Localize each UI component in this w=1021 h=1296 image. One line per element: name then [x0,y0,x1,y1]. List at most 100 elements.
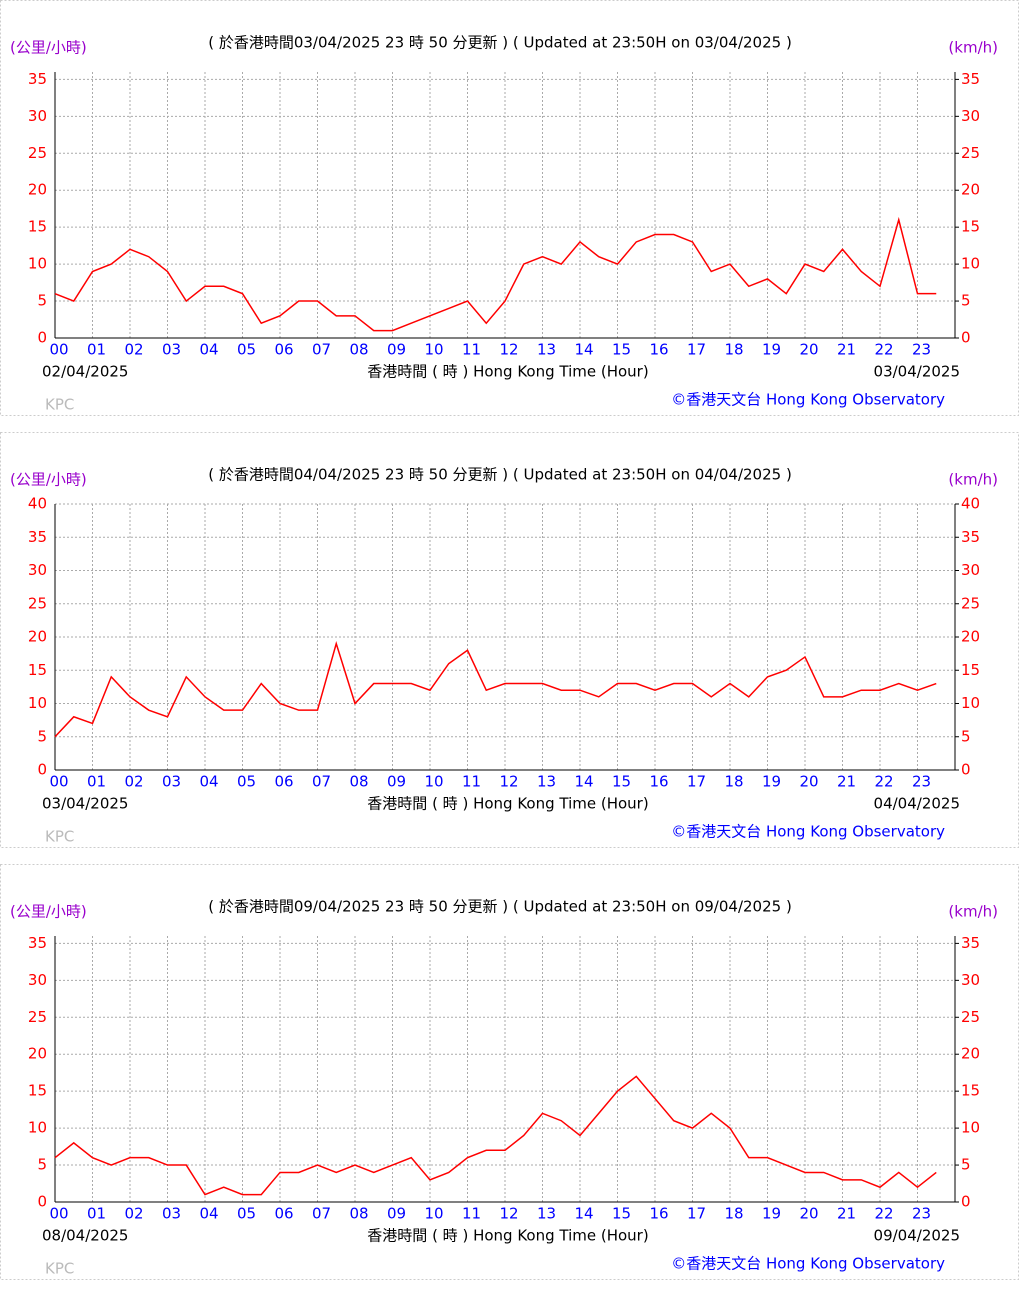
x-tick-label: 04 [199,773,218,791]
y-tick-label: 15 [28,1082,47,1100]
x-tick-label: 18 [724,1205,743,1223]
footer: KPC [45,1260,74,1278]
y-tick-label: 0 [37,329,47,347]
x-tick-label: 19 [762,773,781,791]
y2-tick-label: 35 [961,528,980,546]
y2-tick-label: 10 [961,1119,980,1137]
x-tick-label: 14 [574,341,593,359]
x-tick-label: 11 [462,773,481,791]
x-tick-label: 05 [237,341,256,359]
end-date: 03/04/2025 [874,363,960,381]
y-tick-label: 5 [37,292,47,310]
x-tick-label: 23 [912,773,931,791]
y-tick-label: 10 [28,694,47,712]
x-tick-label: 17 [687,341,706,359]
x-axis-label: 香港時間 ( 時 ) Hong Kong Time (Hour) [367,363,648,381]
x-tick-label: 16 [649,773,668,791]
x-tick-label: 15 [612,1205,631,1223]
y-tick-label: 5 [37,1156,47,1174]
x-tick-label: 11 [462,341,481,359]
x-tick-label: 22 [874,1205,893,1223]
y2-tick-label: 15 [961,1082,980,1100]
y-tick-label: 35 [28,70,47,88]
end-date: 09/04/2025 [874,1227,960,1245]
x-tick-label: 22 [874,773,893,791]
x-tick-label: 07 [312,773,331,791]
y-tick-label: 25 [28,594,47,612]
chart-panel: ( 於香港時間09/04/2025 23 時 50 分更新 ) ( Update… [0,864,1019,1280]
y2-axis-label: (km/h) [948,471,998,489]
x-tick-label: 02 [124,773,143,791]
x-tick-label: 20 [799,773,818,791]
x-tick-label: 00 [49,1205,68,1223]
y-tick-label: 30 [28,107,47,125]
x-tick-label: 04 [199,341,218,359]
y2-tick-label: 35 [961,70,980,88]
x-tick-label: 17 [687,1205,706,1223]
y-tick-label: 10 [28,255,47,273]
x-tick-label: 08 [349,773,368,791]
x-tick-label: 00 [49,341,68,359]
x-tick-label: 19 [762,1205,781,1223]
panel-border [0,864,1019,1280]
x-tick-label: 19 [762,341,781,359]
x-tick-label: 12 [499,341,518,359]
y-tick-label: 30 [28,971,47,989]
y2-tick-label: 35 [961,934,980,952]
y2-axis-label: (km/h) [948,903,998,921]
y2-tick-label: 5 [961,292,971,310]
wind-line [54,216,937,332]
x-tick-label: 14 [574,1205,593,1223]
x-tick-label: 21 [837,1205,856,1223]
wind-line [54,641,937,738]
x-tick-label: 04 [199,1205,218,1223]
x-tick-label: 13 [537,1205,556,1223]
x-tick-label: 10 [424,1205,443,1223]
y2-tick-label: 0 [961,1193,971,1211]
x-tick-label: 18 [724,773,743,791]
x-tick-label: 06 [274,773,293,791]
x-tick-label: 20 [799,341,818,359]
x-tick-label: 10 [424,773,443,791]
x-tick-label: 05 [237,773,256,791]
credit: ©香港天文台 Hong Kong Observatory [671,1255,945,1273]
y-tick-label: 25 [28,144,47,162]
x-tick-label: 16 [649,1205,668,1223]
y-tick-label: 0 [37,1193,47,1211]
end-date: 04/04/2025 [874,795,960,813]
x-tick-label: 21 [837,341,856,359]
x-tick-label: 06 [274,1205,293,1223]
chart-panel: ( 於香港時間03/04/2025 23 時 50 分更新 ) ( Update… [0,0,1019,416]
y-tick-label: 35 [28,934,47,952]
y-axis-label: (公里/小時) [10,39,87,57]
y2-tick-label: 25 [961,144,980,162]
y-tick-label: 10 [28,1119,47,1137]
y-tick-label: 0 [37,761,47,779]
start-date: 03/04/2025 [42,795,128,813]
y-tick-label: 40 [28,495,47,513]
x-tick-label: 03 [162,773,181,791]
y2-tick-label: 25 [961,1008,980,1026]
x-tick-label: 01 [87,773,106,791]
start-date: 02/04/2025 [42,363,128,381]
x-tick-label: 20 [799,1205,818,1223]
y2-tick-label: 0 [961,329,971,347]
x-tick-label: 10 [424,341,443,359]
x-tick-label: 08 [349,1205,368,1223]
panel-border [0,0,1019,416]
chart-title: ( 於香港時間04/04/2025 23 時 50 分更新 ) ( Update… [208,466,792,484]
y2-axis-label: (km/h) [948,39,998,57]
x-tick-label: 03 [162,1205,181,1223]
x-tick-label: 02 [124,1205,143,1223]
y-axis-label: (公里/小時) [10,471,87,489]
y2-tick-label: 15 [961,218,980,236]
y-tick-label: 5 [37,727,47,745]
y2-tick-label: 15 [961,661,980,679]
x-tick-label: 07 [312,1205,331,1223]
y2-tick-label: 30 [961,971,980,989]
x-tick-label: 00 [49,773,68,791]
credit: ©香港天文台 Hong Kong Observatory [671,391,945,409]
y-tick-label: 15 [28,218,47,236]
y-tick-label: 15 [28,661,47,679]
